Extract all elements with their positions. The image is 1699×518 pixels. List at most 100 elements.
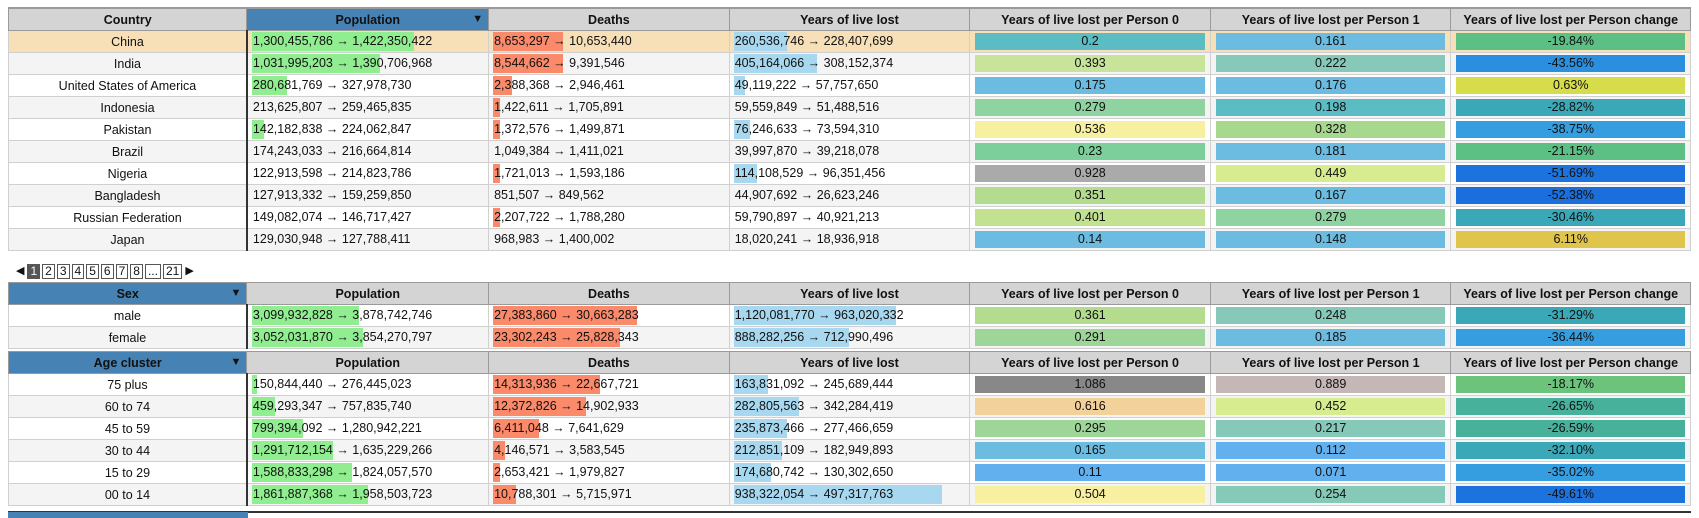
chg-cell: -21.15% <box>1450 140 1691 163</box>
page-link[interactable]: 2 <box>42 263 55 279</box>
yll-value: 44,907,692 → 26,623,246 <box>734 188 880 202</box>
column-header[interactable]: Years of live lost per Person 0 <box>969 282 1211 305</box>
yll-bar-fill <box>733 397 799 416</box>
column-header[interactable]: Deaths <box>488 351 730 374</box>
next-page-icon[interactable]: ▶ <box>185 264 194 277</box>
table-row[interactable]: 45 to 59 799,394,092 → 1,280,942,221 6,411… <box>7 417 1691 440</box>
page-link[interactable]: ... <box>144 263 161 279</box>
column-header[interactable]: Population ▼ <box>246 8 490 31</box>
table-row[interactable]: 15 to 29 1,588,833,298 → 1,824,057,570 2,6… <box>7 461 1691 484</box>
yll-bar-fill <box>733 375 769 394</box>
pop-cell: 127,913,332 → 159,259,850 <box>245 184 490 207</box>
column-header-label: Deaths <box>588 286 630 301</box>
p0-badge: 0.2 <box>975 33 1205 50</box>
yll-value: 888,282,256 → 712,990,496 <box>734 330 894 344</box>
pop-value: 174,243,033 → 216,664,814 <box>252 144 412 158</box>
sort-desc-icon[interactable]: ▼ <box>230 356 242 368</box>
p0-cell: 0.393 <box>969 52 1211 75</box>
p0-cell: 0.401 <box>969 206 1211 229</box>
prev-page-icon[interactable]: ◀ <box>16 264 25 277</box>
deaths-cell: 27,383,860 → 30,663,283 <box>488 304 730 327</box>
row-name: United States of America <box>7 74 248 97</box>
chg-badge: -32.10% <box>1456 442 1685 459</box>
table-row[interactable]: 30 to 44 1,291,712,154 → 1,635,229,266 4,1… <box>7 439 1691 462</box>
page-link[interactable]: 1 <box>27 263 41 279</box>
column-header[interactable]: Deaths <box>488 8 730 31</box>
sort-desc-icon[interactable]: ▼ <box>472 13 484 25</box>
deaths-cell: 8,544,662 → 9,391,546 <box>488 52 730 75</box>
deaths-value: 8,544,662 → 9,391,546 <box>494 56 625 70</box>
sort-desc-icon[interactable]: ▼ <box>230 287 242 299</box>
p1-cell: 0.071 <box>1209 461 1452 484</box>
table-row[interactable]: Japan 129,030,948 → 127,788,411 968,983 → … <box>7 228 1691 251</box>
chg-badge: -26.65% <box>1456 398 1685 415</box>
chg-badge: -28.82% <box>1456 99 1685 116</box>
page-link[interactable]: 5 <box>86 263 99 279</box>
column-header[interactable]: Years of live lost per Person 0 <box>969 8 1211 31</box>
page-link[interactable]: 4 <box>71 263 85 279</box>
table-row[interactable]: China 1,300,455,786 → 1,422,350,422 8,653,… <box>7 30 1691 53</box>
column-header[interactable]: Sex ▼ <box>7 282 248 305</box>
p0-cell: 0.279 <box>969 96 1211 119</box>
pop-value: 280,681,769 → 327,978,730 <box>252 78 412 92</box>
table-row[interactable]: 60 to 74 459,293,347 → 757,835,740 12,372,… <box>7 395 1691 418</box>
column-header[interactable]: Deaths <box>488 282 730 305</box>
table-row[interactable]: 75 plus 150,844,440 → 276,445,023 14,313,9… <box>7 373 1691 396</box>
chg-cell: -18.17% <box>1450 373 1691 396</box>
chg-badge: -18.17% <box>1456 376 1685 393</box>
yll-cell: 212,851,109 → 182,949,893 <box>728 439 971 462</box>
column-header[interactable]: Years of live lost <box>728 8 971 31</box>
header-row: Age cluster ▼ Population Deaths Years of liv… <box>7 351 1691 374</box>
page-link[interactable]: 6 <box>100 263 114 279</box>
column-header[interactable]: Age cluster ▼ <box>7 351 248 374</box>
row-name: 60 to 74 <box>7 395 248 418</box>
table-row[interactable]: Russian Federation 149,082,074 → 146,717,… <box>7 206 1691 229</box>
table-row[interactable]: female 3,052,031,870 → 3,854,270,797 23,30… <box>7 326 1691 349</box>
p1-cell: 0.889 <box>1209 373 1452 396</box>
deaths-bar-fill <box>493 54 563 73</box>
table-row[interactable]: Brazil 174,243,033 → 216,664,814 1,049,384… <box>7 140 1691 163</box>
column-header[interactable]: Years of live lost <box>728 351 971 374</box>
column-header[interactable]: Country <box>7 8 248 31</box>
deaths-value: 2,388,368 → 2,946,461 <box>494 78 625 92</box>
column-header-label: Deaths <box>588 355 630 370</box>
p1-cell: 0.449 <box>1209 162 1452 185</box>
deaths-bar-fill <box>493 441 505 460</box>
column-header[interactable]: Years of live lost per Person 0 <box>969 351 1211 374</box>
table-row[interactable]: Indonesia 213,625,807 → 259,465,835 1,422,… <box>7 96 1691 119</box>
page-link[interactable]: 3 <box>56 263 70 279</box>
table-row[interactable]: 00 to 14 1,861,887,368 → 1,958,503,723 10,… <box>7 483 1691 506</box>
row-name: Nigeria <box>7 162 248 185</box>
column-header[interactable]: Population <box>246 351 490 374</box>
yll-cell: 174,680,742 → 130,302,650 <box>728 461 971 484</box>
column-header[interactable]: Years of live lost <box>728 282 971 305</box>
page-link[interactable]: 7 <box>115 263 129 279</box>
table-row[interactable]: Nigeria 122,913,598 → 214,823,786 1,721,01… <box>7 162 1691 185</box>
column-header[interactable]: Years of live lost per Person 1 <box>1209 8 1452 31</box>
table-row[interactable]: Bangladesh 127,913,332 → 159,259,850 851,5… <box>7 184 1691 207</box>
column-header[interactable]: Years of live lost per Person change <box>1450 282 1691 305</box>
column-header[interactable]: Years of live lost per Person 1 <box>1209 351 1452 374</box>
yll-cell: 39,997,870 → 39,218,078 <box>728 140 971 163</box>
pop-cell: 213,625,807 → 259,465,835 <box>245 96 490 119</box>
column-header[interactable]: Population <box>246 282 490 305</box>
table-row[interactable]: United States of America 280,681,769 → 32… <box>7 74 1691 97</box>
table-row[interactable]: India 1,031,995,203 → 1,390,706,968 8,544,… <box>7 52 1691 75</box>
page-link[interactable]: 21 <box>162 263 183 279</box>
chg-cell: 0.63% <box>1450 74 1691 97</box>
yll-cell: 59,559,849 → 51,488,516 <box>728 96 971 119</box>
column-header[interactable]: Years of live lost per Person change <box>1450 8 1691 31</box>
row-name: 45 to 59 <box>7 417 248 440</box>
column-header[interactable]: Years of live lost per Person change <box>1450 351 1691 374</box>
pop-value: 1,861,887,368 → 1,958,503,723 <box>252 487 433 501</box>
p0-badge: 0.616 <box>975 398 1205 415</box>
pop-value: 129,030,948 → 127,788,411 <box>252 232 411 246</box>
p1-cell: 0.148 <box>1209 228 1452 251</box>
table-row[interactable]: male 3,099,932,828 → 3,878,742,746 27,383,… <box>7 304 1691 327</box>
column-header[interactable]: Years of live lost per Person 1 <box>1209 282 1452 305</box>
chg-cell: -19.84% <box>1450 30 1691 53</box>
deaths-value: 2,207,722 → 1,788,280 <box>494 210 625 224</box>
chg-badge: -52.38% <box>1456 187 1685 204</box>
table-row[interactable]: Pakistan 142,182,838 → 224,062,847 1,372,5… <box>7 118 1691 141</box>
page-link[interactable]: 8 <box>130 263 143 279</box>
